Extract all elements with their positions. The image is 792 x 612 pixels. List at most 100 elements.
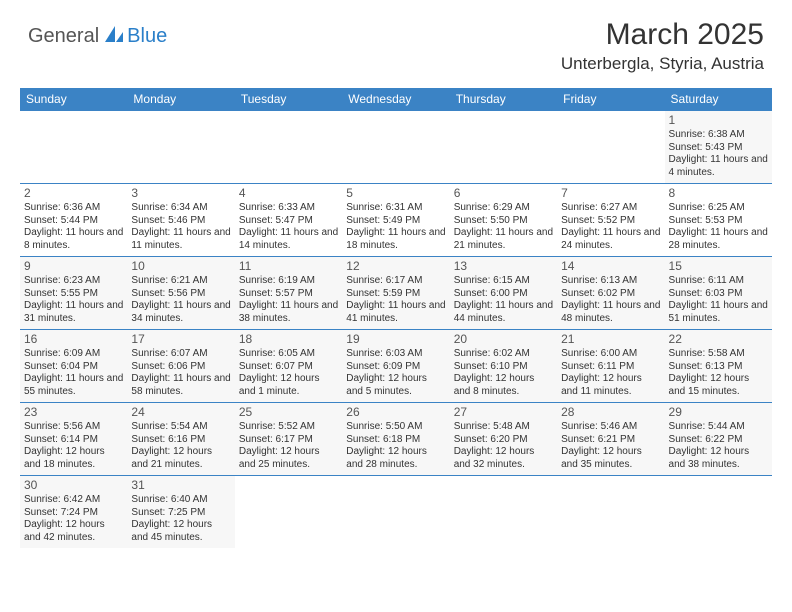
sunrise-text: Sunrise: 6:05 AM xyxy=(239,348,338,361)
calendar-cell: 30Sunrise: 6:42 AMSunset: 7:24 PMDayligh… xyxy=(20,476,127,549)
calendar-cell: 26Sunrise: 5:50 AMSunset: 6:18 PMDayligh… xyxy=(342,403,449,476)
logo-text-blue: Blue xyxy=(127,25,167,48)
weekday-header: Wednesday xyxy=(342,88,449,111)
sunset-text: Sunset: 6:07 PM xyxy=(239,361,338,374)
sunset-text: Sunset: 6:13 PM xyxy=(669,361,768,374)
sunrise-text: Sunrise: 6:15 AM xyxy=(454,275,553,288)
sunset-text: Sunset: 6:11 PM xyxy=(561,361,660,374)
sail-icon xyxy=(103,24,125,49)
calendar-row: 16Sunrise: 6:09 AMSunset: 6:04 PMDayligh… xyxy=(20,330,772,403)
daylight-text: Daylight: 11 hours and 51 minutes. xyxy=(669,300,768,325)
daylight-text: Daylight: 12 hours and 18 minutes. xyxy=(24,446,123,471)
sunset-text: Sunset: 5:49 PM xyxy=(346,215,445,228)
day-number: 15 xyxy=(669,259,768,274)
day-number: 20 xyxy=(454,332,553,347)
calendar-cell-empty xyxy=(342,476,449,549)
day-number: 30 xyxy=(24,478,123,493)
daylight-text: Daylight: 11 hours and 11 minutes. xyxy=(131,227,230,252)
sunrise-text: Sunrise: 5:52 AM xyxy=(239,421,338,434)
title-block: March 2025 Unterbergla, Styria, Austria xyxy=(561,18,764,74)
sunrise-text: Sunrise: 6:40 AM xyxy=(131,494,230,507)
calendar-cell: 16Sunrise: 6:09 AMSunset: 6:04 PMDayligh… xyxy=(20,330,127,403)
daylight-text: Daylight: 11 hours and 34 minutes. xyxy=(131,300,230,325)
day-number: 27 xyxy=(454,405,553,420)
sunset-text: Sunset: 6:00 PM xyxy=(454,288,553,301)
calendar-cell: 19Sunrise: 6:03 AMSunset: 6:09 PMDayligh… xyxy=(342,330,449,403)
calendar-cell: 14Sunrise: 6:13 AMSunset: 6:02 PMDayligh… xyxy=(557,257,664,330)
day-number: 9 xyxy=(24,259,123,274)
sunset-text: Sunset: 6:04 PM xyxy=(24,361,123,374)
calendar-cell: 5Sunrise: 6:31 AMSunset: 5:49 PMDaylight… xyxy=(342,184,449,257)
calendar-cell: 1Sunrise: 6:38 AMSunset: 5:43 PMDaylight… xyxy=(665,111,772,184)
sunrise-text: Sunrise: 6:33 AM xyxy=(239,202,338,215)
sunrise-text: Sunrise: 6:25 AM xyxy=(669,202,768,215)
sunrise-text: Sunrise: 6:34 AM xyxy=(131,202,230,215)
sunset-text: Sunset: 6:16 PM xyxy=(131,434,230,447)
calendar-cell: 12Sunrise: 6:17 AMSunset: 5:59 PMDayligh… xyxy=(342,257,449,330)
calendar-cell: 18Sunrise: 6:05 AMSunset: 6:07 PMDayligh… xyxy=(235,330,342,403)
day-number: 1 xyxy=(669,113,768,128)
calendar-cell: 21Sunrise: 6:00 AMSunset: 6:11 PMDayligh… xyxy=(557,330,664,403)
sunrise-text: Sunrise: 6:11 AM xyxy=(669,275,768,288)
daylight-text: Daylight: 12 hours and 28 minutes. xyxy=(346,446,445,471)
logo: General Blue xyxy=(28,24,167,49)
sunrise-text: Sunrise: 6:31 AM xyxy=(346,202,445,215)
calendar-cell: 11Sunrise: 6:19 AMSunset: 5:57 PMDayligh… xyxy=(235,257,342,330)
day-number: 16 xyxy=(24,332,123,347)
sunset-text: Sunset: 5:53 PM xyxy=(669,215,768,228)
calendar-cell: 9Sunrise: 6:23 AMSunset: 5:55 PMDaylight… xyxy=(20,257,127,330)
day-number: 6 xyxy=(454,186,553,201)
daylight-text: Daylight: 11 hours and 44 minutes. xyxy=(454,300,553,325)
weekday-header: Monday xyxy=(127,88,234,111)
header: General Blue March 2025 Unterbergla, Sty… xyxy=(0,0,792,82)
sunset-text: Sunset: 5:43 PM xyxy=(669,142,768,155)
sunrise-text: Sunrise: 6:02 AM xyxy=(454,348,553,361)
sunrise-text: Sunrise: 6:13 AM xyxy=(561,275,660,288)
calendar-cell-empty xyxy=(665,476,772,549)
daylight-text: Daylight: 11 hours and 48 minutes. xyxy=(561,300,660,325)
daylight-text: Daylight: 11 hours and 38 minutes. xyxy=(239,300,338,325)
sunset-text: Sunset: 5:47 PM xyxy=(239,215,338,228)
calendar-row: 1Sunrise: 6:38 AMSunset: 5:43 PMDaylight… xyxy=(20,111,772,184)
calendar-cell: 8Sunrise: 6:25 AMSunset: 5:53 PMDaylight… xyxy=(665,184,772,257)
calendar-cell-empty xyxy=(450,476,557,549)
calendar-cell: 4Sunrise: 6:33 AMSunset: 5:47 PMDaylight… xyxy=(235,184,342,257)
daylight-text: Daylight: 12 hours and 11 minutes. xyxy=(561,373,660,398)
calendar-row: 23Sunrise: 5:56 AMSunset: 6:14 PMDayligh… xyxy=(20,403,772,476)
calendar-cell-empty xyxy=(127,111,234,184)
day-number: 5 xyxy=(346,186,445,201)
sunrise-text: Sunrise: 6:09 AM xyxy=(24,348,123,361)
calendar-cell: 31Sunrise: 6:40 AMSunset: 7:25 PMDayligh… xyxy=(127,476,234,549)
calendar-row: 30Sunrise: 6:42 AMSunset: 7:24 PMDayligh… xyxy=(20,476,772,549)
calendar-cell: 17Sunrise: 6:07 AMSunset: 6:06 PMDayligh… xyxy=(127,330,234,403)
weekday-header: Thursday xyxy=(450,88,557,111)
day-number: 4 xyxy=(239,186,338,201)
daylight-text: Daylight: 11 hours and 4 minutes. xyxy=(669,154,768,179)
daylight-text: Daylight: 12 hours and 15 minutes. xyxy=(669,373,768,398)
sunset-text: Sunset: 5:56 PM xyxy=(131,288,230,301)
sunset-text: Sunset: 6:03 PM xyxy=(669,288,768,301)
day-number: 24 xyxy=(131,405,230,420)
sunset-text: Sunset: 6:10 PM xyxy=(454,361,553,374)
sunset-text: Sunset: 5:57 PM xyxy=(239,288,338,301)
day-number: 12 xyxy=(346,259,445,274)
calendar-cell: 6Sunrise: 6:29 AMSunset: 5:50 PMDaylight… xyxy=(450,184,557,257)
sunset-text: Sunset: 5:52 PM xyxy=(561,215,660,228)
daylight-text: Daylight: 11 hours and 24 minutes. xyxy=(561,227,660,252)
sunrise-text: Sunrise: 5:58 AM xyxy=(669,348,768,361)
daylight-text: Daylight: 11 hours and 55 minutes. xyxy=(24,373,123,398)
daylight-text: Daylight: 11 hours and 8 minutes. xyxy=(24,227,123,252)
weekday-header: Friday xyxy=(557,88,664,111)
page-title: March 2025 xyxy=(561,18,764,52)
daylight-text: Daylight: 11 hours and 14 minutes. xyxy=(239,227,338,252)
sunset-text: Sunset: 6:18 PM xyxy=(346,434,445,447)
calendar-row: 2Sunrise: 6:36 AMSunset: 5:44 PMDaylight… xyxy=(20,184,772,257)
calendar-cell-empty xyxy=(450,111,557,184)
daylight-text: Daylight: 12 hours and 1 minute. xyxy=(239,373,338,398)
sunrise-text: Sunrise: 6:07 AM xyxy=(131,348,230,361)
calendar-row: 9Sunrise: 6:23 AMSunset: 5:55 PMDaylight… xyxy=(20,257,772,330)
sunrise-text: Sunrise: 6:00 AM xyxy=(561,348,660,361)
daylight-text: Daylight: 11 hours and 58 minutes. xyxy=(131,373,230,398)
sunrise-text: Sunrise: 6:19 AM xyxy=(239,275,338,288)
calendar-cell: 27Sunrise: 5:48 AMSunset: 6:20 PMDayligh… xyxy=(450,403,557,476)
